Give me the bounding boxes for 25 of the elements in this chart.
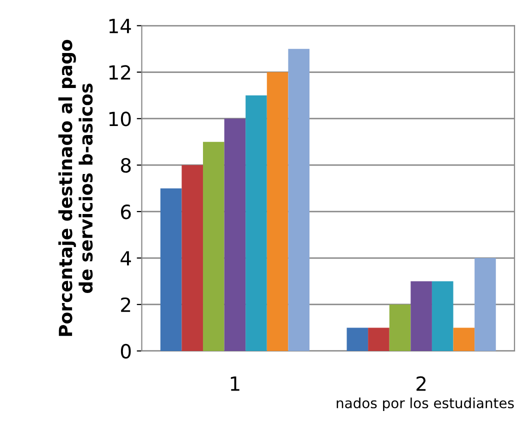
bar <box>266 72 288 351</box>
bar <box>432 281 454 351</box>
bar <box>160 188 182 351</box>
bar <box>288 48 310 351</box>
bar <box>346 328 368 351</box>
bar <box>474 258 496 351</box>
bar <box>453 328 475 351</box>
bar <box>224 118 246 351</box>
bar <box>389 304 411 351</box>
y-tick-label: 6 <box>121 204 131 220</box>
y-tick-label: 14 <box>109 18 131 34</box>
bar <box>246 95 267 351</box>
x-tick-label: 1 <box>230 376 240 391</box>
y-tick-label: 8 <box>120 158 131 173</box>
bar <box>182 165 203 351</box>
bar <box>202 142 224 351</box>
x-axis-title: nados por los estudiantes <box>336 398 514 411</box>
y-axis-title: Porcentaje destinado al pago de servicios b-asicos <box>58 40 93 336</box>
y-tick-label: 12 <box>109 65 130 80</box>
y-tick-label: 10 <box>109 112 131 126</box>
y-tick-label: 2 <box>121 297 130 312</box>
y-tick-label: 0 <box>120 344 131 359</box>
y-tick-label: 4 <box>120 251 131 266</box>
bar <box>410 281 432 351</box>
bar <box>368 328 390 351</box>
